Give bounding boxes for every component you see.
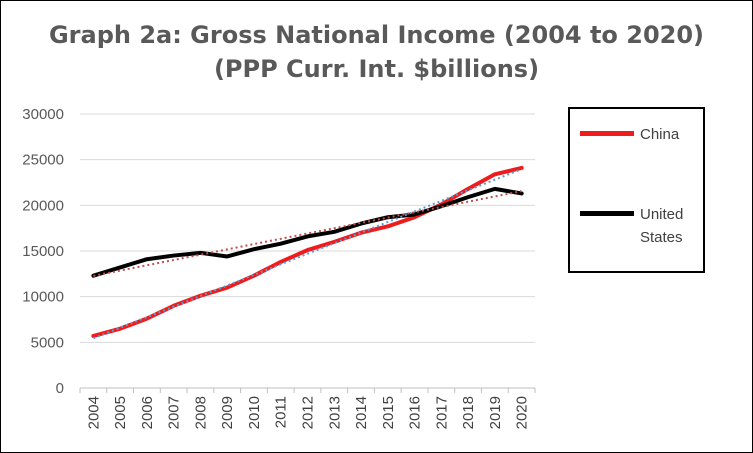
- legend: China United States: [568, 107, 705, 273]
- legend-item-united-states: United States: [580, 203, 700, 249]
- series-line-china: [91, 165, 524, 338]
- trendline-china: [93, 168, 522, 340]
- legend-swatch-china: [580, 131, 634, 136]
- y-tick-label-25000: 25000: [22, 152, 64, 169]
- y-tick-label-15000: 15000: [22, 243, 64, 260]
- x-tick-label-2013: 2013: [326, 396, 343, 429]
- x-tick-label-2010: 2010: [246, 396, 263, 429]
- x-tick-label-2011: 2011: [273, 396, 290, 428]
- y-tick-label-10000: 10000: [22, 289, 64, 306]
- chart-title: Graph 2a: Gross National Income (2004 to…: [48, 21, 705, 49]
- chart-subtitle: (PPP Curr. Int. $billions): [213, 55, 540, 83]
- x-tick-label-2012: 2012: [300, 396, 317, 429]
- legend-label-china: China: [640, 126, 680, 143]
- x-tick-label-2018: 2018: [460, 396, 477, 429]
- y-tick-label-30000: 30000: [22, 106, 64, 123]
- x-tick-label-2005: 2005: [112, 396, 129, 429]
- legend-label-united-states: United States: [640, 206, 684, 246]
- x-tick-label-2014: 2014: [353, 396, 370, 429]
- y-tick-label-20000: 20000: [22, 197, 64, 214]
- series-line-united-states: [91, 186, 524, 278]
- x-tick-label-2006: 2006: [139, 396, 156, 429]
- x-tick-label-2016: 2016: [407, 396, 424, 429]
- x-tick-label-2019: 2019: [487, 396, 504, 429]
- x-tick-label-2017: 2017: [433, 396, 450, 429]
- y-tick-label-0: 0: [56, 380, 64, 397]
- x-tick-label-2015: 2015: [380, 396, 397, 429]
- x-tick-label-2009: 2009: [219, 396, 236, 429]
- x-tick-label-2008: 2008: [192, 396, 209, 429]
- trendline-united-states: [93, 190, 522, 277]
- y-tick-label-5000: 5000: [31, 334, 64, 351]
- legend-swatch-united-states: [580, 211, 634, 216]
- chart-title-block: Graph 2a: Gross National Income (2004 to…: [0, 18, 753, 86]
- legend-item-china: China: [580, 123, 700, 146]
- x-tick-label-2004: 2004: [85, 396, 102, 429]
- x-tick-label-2020: 2020: [514, 396, 531, 429]
- x-tick-label-2007: 2007: [166, 396, 183, 429]
